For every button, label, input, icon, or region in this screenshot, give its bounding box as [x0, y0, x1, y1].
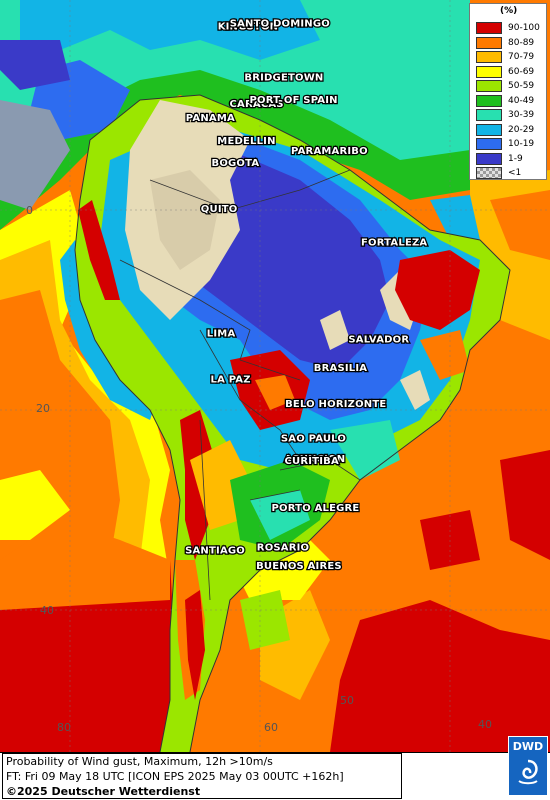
city-label: CURITIBA	[285, 456, 339, 467]
legend-swatch	[476, 51, 502, 63]
city-label: CARACAS	[230, 99, 284, 110]
legend-item: 50-59	[476, 80, 546, 92]
legend-label: 20-29	[508, 124, 535, 135]
lat-labels: 0 20 40 80 60 50 40	[26, 204, 492, 734]
legend-item: 70-79	[476, 51, 546, 63]
city-label: SALVADOR	[348, 335, 409, 346]
legend-label: 90-100	[508, 23, 540, 33]
graticule-label: 40	[40, 604, 54, 617]
city-label: PANAMA	[186, 113, 235, 124]
footer: Probability of Wind gust, Maximum, 12h >…	[0, 752, 550, 800]
legend-swatch	[476, 123, 502, 136]
graticule-label: 50	[340, 694, 354, 707]
dwd-logo-text: DWD	[512, 740, 544, 753]
legend-item: 1-9	[476, 152, 546, 165]
city-label: FORTALEZA	[361, 238, 427, 249]
legend-swatch	[476, 167, 502, 179]
copyright: ©2025 Deutscher Wetterdienst	[6, 785, 201, 798]
city-label: ASUNCION	[284, 454, 345, 465]
swirl-icon	[518, 759, 538, 785]
city-label: SANTIAGO	[185, 546, 245, 557]
legend-unit: (%)	[500, 6, 518, 16]
product-title: Probability of Wind gust, Maximum, 12h >…	[6, 755, 273, 768]
legend-item: 40-49	[476, 94, 546, 107]
graticule-label: 0	[26, 204, 33, 217]
city-label: BRIDGETOWN	[244, 72, 323, 83]
legend: (%) 90-100 80-89 70-79 60-69 50-59 40-49 30-39…	[469, 3, 547, 180]
city-label: MEDELLIN	[217, 136, 275, 147]
forecast-time: FT: Fri 09 May 18 UTC [ICON EPS 2025 May…	[6, 770, 344, 783]
legend-label: <1	[508, 168, 522, 178]
city-label: QUITO	[201, 204, 238, 215]
city-label: SANTO DOMINGO	[230, 18, 330, 29]
legend-item: 10-19	[476, 138, 546, 150]
legend-swatch	[476, 94, 502, 107]
graticule	[0, 0, 550, 752]
legend-item: <1	[476, 167, 546, 179]
city-label: BOGOTA	[212, 158, 260, 169]
legend-swatch	[476, 80, 502, 92]
city-label: PORTO ALEGRE	[272, 503, 360, 514]
city-label: BELO HORIZONTE	[285, 399, 386, 410]
city-label: LIMA	[207, 328, 236, 339]
legend-item: 20-29	[476, 123, 546, 136]
legend-swatch	[476, 65, 502, 78]
city-label: KINGSTON	[218, 21, 279, 32]
legend-swatch	[476, 36, 502, 49]
legend-label: 10-19	[508, 139, 535, 149]
city-label: BUENOS AIRES	[256, 561, 342, 572]
dwd-logo: DWD	[508, 736, 548, 796]
legend-label: 1-9	[508, 153, 523, 164]
legend-item: 90-100	[476, 22, 546, 34]
legend-label: 60-69	[508, 66, 535, 77]
legend-swatch	[476, 152, 502, 165]
legend-item: 30-39	[476, 109, 546, 121]
city-label: SAO PAULO	[281, 434, 346, 445]
city-label: ROSARIO	[257, 543, 309, 554]
legend-item: 80-89	[476, 36, 546, 49]
legend-label: 30-39	[508, 110, 535, 120]
graticule-label: 60	[264, 721, 278, 734]
graticule-label: 20	[36, 402, 50, 415]
legend-swatch	[476, 22, 502, 34]
graticule-label: 40	[478, 718, 492, 731]
legend-label: 70-79	[508, 52, 535, 62]
legend-swatch	[476, 109, 502, 121]
legend-swatch	[476, 138, 502, 150]
graticule-label: 80	[57, 721, 71, 734]
city-label: LA PAZ	[211, 374, 251, 385]
city-label: PORT OF SPAIN	[250, 95, 338, 106]
footer-info-box: Probability of Wind gust, Maximum, 12h >…	[2, 753, 402, 799]
city-label: BRASILIA	[314, 363, 367, 374]
legend-label: 80-89	[508, 37, 535, 48]
legend-item: 60-69	[476, 65, 546, 78]
legend-label: 50-59	[508, 81, 535, 91]
city-label: PARAMARIBO	[291, 146, 368, 157]
legend-label: 40-49	[508, 95, 535, 106]
